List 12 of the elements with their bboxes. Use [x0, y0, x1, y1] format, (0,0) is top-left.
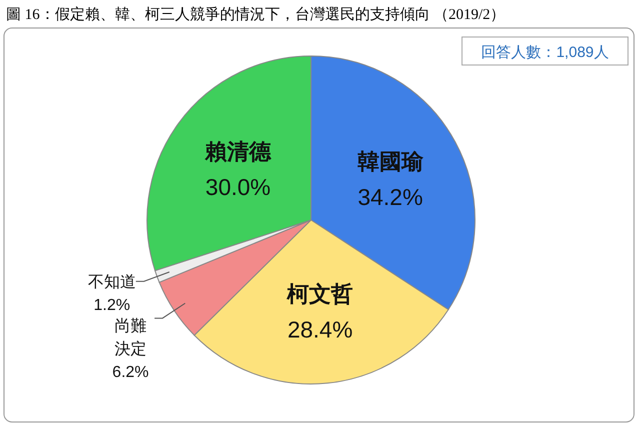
- slice-label: 韓國瑜: [357, 149, 424, 174]
- data-label: 28.4%: [287, 316, 353, 343]
- data-label: 30.0%: [205, 174, 271, 200]
- text: 回答人數：1,089人: [481, 44, 609, 61]
- slice-label: 柯文哲: [286, 282, 354, 307]
- slice-label: 尚難決定: [114, 316, 147, 358]
- data-label: 1.2%: [94, 297, 130, 314]
- slice-label: 賴清德: [204, 138, 272, 164]
- data-label: 34.2%: [358, 184, 423, 210]
- slice-label: 不知道: [88, 274, 136, 292]
- data-label: 6.2%: [112, 364, 149, 381]
- chart-title: 圖 16：假定賴、韓、柯三人競爭的情況下，台灣選民的支持傾向 （2019/2）: [6, 6, 506, 23]
